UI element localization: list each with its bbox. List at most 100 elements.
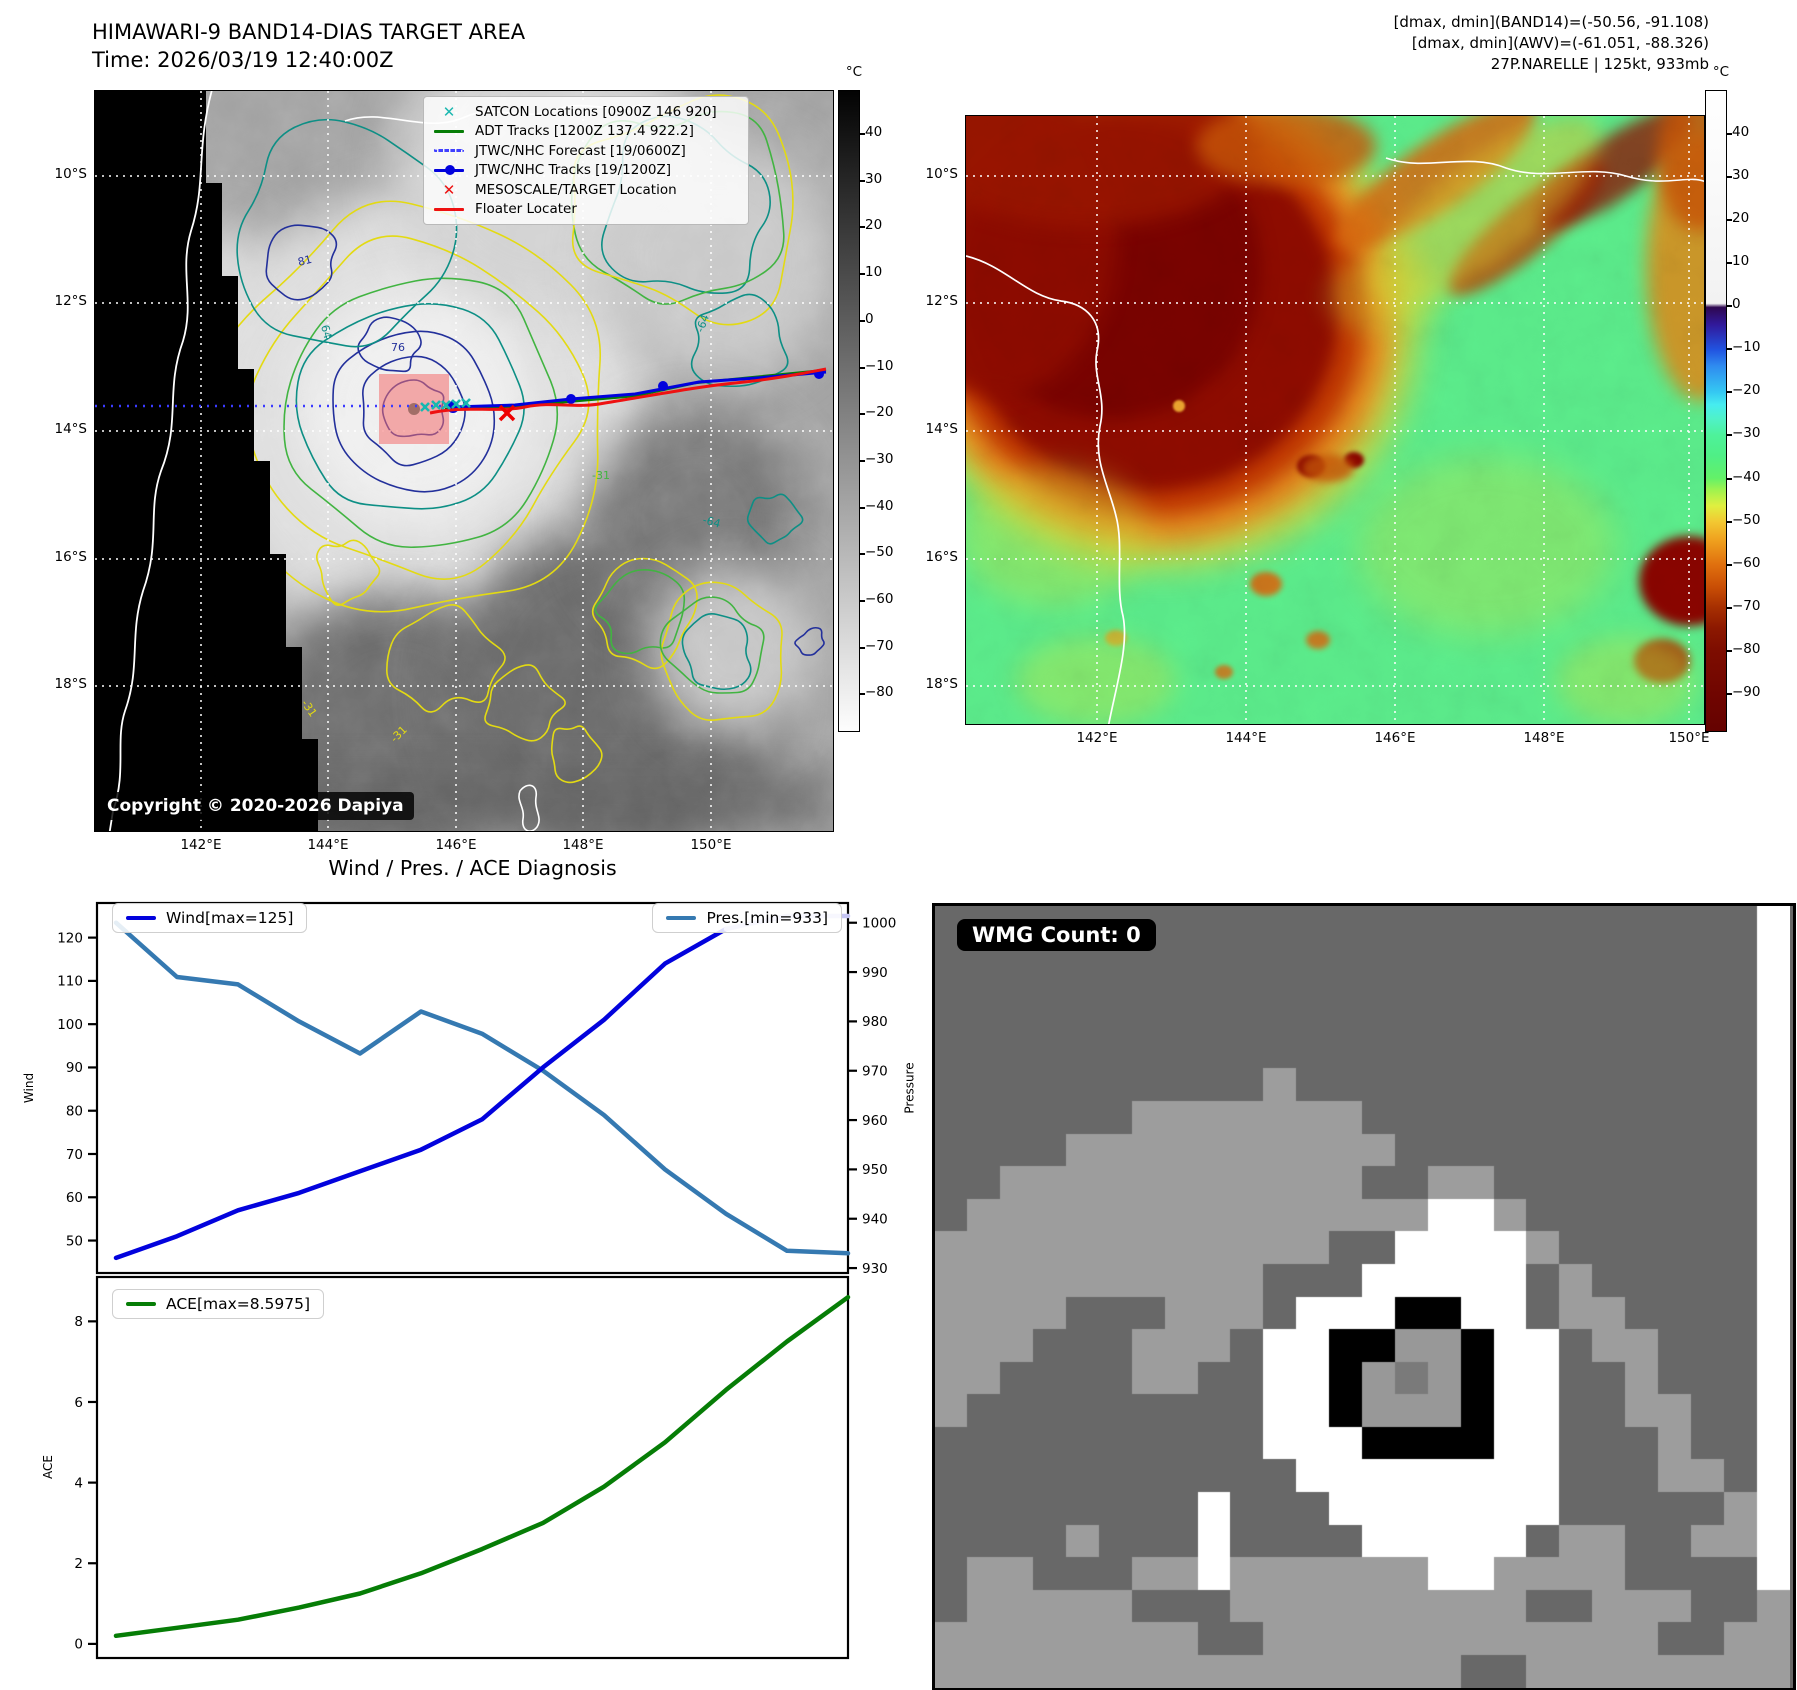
map-y-tick-label: 16°S bbox=[54, 549, 88, 565]
contour-label: 76 bbox=[391, 341, 405, 354]
colorbar-tick bbox=[1726, 477, 1732, 480]
map-y-tick-label: 14°S bbox=[925, 421, 959, 437]
map-x-tick-label: 150°E bbox=[1668, 730, 1710, 746]
legend-item-mesoscale: ✕ MESOSCALE/TARGET Location bbox=[432, 180, 740, 200]
chart-tick-label: 60 bbox=[66, 1190, 83, 1206]
chart-tick-label: 970 bbox=[862, 1064, 888, 1080]
map-y-tick-label: 12°S bbox=[925, 293, 959, 309]
colorbar-tick-label: 30 bbox=[865, 170, 883, 187]
title-line2: Time: 2026/03/19 12:40:00Z bbox=[92, 48, 394, 72]
colorbar-tick bbox=[1726, 391, 1732, 394]
map-y-tick-label: 18°S bbox=[54, 676, 88, 692]
colorbar-tick bbox=[859, 226, 865, 229]
pres-legend-label: Pres.[min=933] bbox=[706, 909, 828, 927]
colorbar-tick-label: −90 bbox=[1732, 683, 1761, 700]
chart-tick-label: 120 bbox=[57, 930, 83, 946]
wmg-count-badge: WMG Count: 0 bbox=[957, 919, 1156, 951]
contour-label: -64 bbox=[694, 313, 712, 334]
map-x-tick-label: 146°E bbox=[435, 837, 477, 853]
ace-legend: ACE[max=8.5975] bbox=[112, 1289, 325, 1319]
map-y-tick-label: 10°S bbox=[925, 166, 959, 182]
map-x-tick-label: 148°E bbox=[562, 837, 604, 853]
map-x-tick-label: 144°E bbox=[1225, 730, 1267, 746]
copyright-badge: Copyright © 2020-2026 Dapiya bbox=[97, 792, 414, 820]
wind-line-icon bbox=[126, 915, 156, 921]
satcon-x-icon: ✕ bbox=[442, 102, 456, 121]
chart-title: Wind / Pres. / ACE Diagnosis bbox=[328, 856, 617, 880]
colorbar-tick-label: 0 bbox=[865, 310, 874, 327]
legend-label: ADT Tracks [1200Z 137.4 922.2] bbox=[475, 123, 694, 140]
map-y-tick-label: 18°S bbox=[925, 676, 959, 692]
colorbar-tick-label: −60 bbox=[865, 591, 894, 607]
colorbar-tick bbox=[1726, 520, 1732, 523]
map-y-tick-label: 10°S bbox=[54, 166, 88, 182]
map-x-tick-label: 144°E bbox=[307, 837, 349, 853]
chart-tick-label: 90 bbox=[66, 1060, 83, 1076]
ace-axis-label: ACE bbox=[40, 1455, 55, 1479]
map-y-tick-label: 16°S bbox=[925, 549, 959, 565]
pressure-axis-label: Pressure bbox=[902, 1062, 917, 1114]
legend-label: Floater Locater bbox=[475, 201, 577, 218]
info-storm: 27P.NARELLE | 125kt, 933mb bbox=[1490, 55, 1709, 73]
chart-tick-label: 940 bbox=[862, 1212, 888, 1228]
forecast-dotted-icon bbox=[432, 149, 466, 153]
map-x-tick-label: 142°E bbox=[1076, 730, 1118, 746]
wmg-grid-image bbox=[935, 906, 1790, 1688]
contour-label: -31 bbox=[592, 469, 610, 482]
colorbar-tick bbox=[859, 273, 865, 276]
colorbar-tick bbox=[859, 600, 865, 602]
legend-item-tracks: JTWC/NHC Tracks [19/1200Z] bbox=[432, 161, 740, 181]
band14-map-panel: 81 76 64 -64 -64 -31 -31 -31 ✕ SATCON Locations… bbox=[55, 85, 834, 853]
colorbar-tick-label: −80 bbox=[1732, 640, 1761, 657]
colorbar-tick-label: 40 bbox=[1732, 124, 1750, 140]
page-title: HIMAWARI-9 BAND14-DIAS TARGET AREA Time:… bbox=[92, 18, 525, 74]
wind-pres-ace-plot: 5060708090100110120930940950960970980990… bbox=[57, 901, 896, 1660]
chart-tick-label: 100 bbox=[57, 1017, 83, 1033]
colorbar-tick-label: −40 bbox=[865, 497, 894, 514]
chart-tick-label: 950 bbox=[862, 1162, 888, 1178]
legend-label: MESOSCALE/TARGET Location bbox=[475, 181, 677, 198]
colorbar-tick bbox=[859, 133, 865, 135]
colorbar-tick-label: −50 bbox=[1732, 511, 1761, 528]
colorbar-tick-label: −50 bbox=[865, 544, 894, 561]
colorbar-tick bbox=[1726, 348, 1732, 351]
colorbar-tick bbox=[1726, 434, 1732, 437]
colorbar-tick bbox=[1726, 219, 1732, 222]
wmg-panel: WMG Count: 0 bbox=[932, 903, 1796, 1690]
colorbar-tick bbox=[859, 646, 865, 649]
colorbar-tick-label: −20 bbox=[1732, 382, 1761, 399]
legend-label: JTWC/NHC Forecast [19/0600Z] bbox=[475, 142, 686, 159]
awv-map-panel: 10°S 12°S 14°S 16°S 18°S 142°E 144°E 146°E 148°E… bbox=[876, 66, 1756, 746]
awv-satellite-image bbox=[876, 66, 1756, 729]
colorbar-tick bbox=[859, 459, 865, 462]
diagnosis-charts-panel: Wind / Pres. / ACE Diagnosis 50 60 70 80 90 1… bbox=[0, 845, 930, 1690]
colorbar-tick-label: 40 bbox=[865, 124, 883, 140]
info-dmax-band14: [dmax, dmin](BAND14)=(-50.56, -91.108) bbox=[1393, 13, 1709, 31]
contour-label: 81 bbox=[296, 253, 313, 269]
chart-tick-label: 80 bbox=[66, 1104, 83, 1120]
chart-tick-label: 6 bbox=[74, 1395, 83, 1411]
map-y-tick-label: 14°S bbox=[54, 421, 88, 437]
chart-tick-label: 0 bbox=[74, 1637, 83, 1653]
colorbar-tick-label: −70 bbox=[1732, 597, 1761, 614]
map-legend: ✕ SATCON Locations [0900Z 146 920] ADT T… bbox=[423, 96, 749, 225]
info-dmax-awv: [dmax, dmin](AWV)=(-61.051, -88.326) bbox=[1411, 34, 1709, 52]
colorbar-tick-label: −60 bbox=[1732, 554, 1761, 571]
colorbar-unit: °C bbox=[845, 64, 863, 80]
colorbar-tick-label: −30 bbox=[1732, 425, 1761, 442]
chart-tick-label: 110 bbox=[57, 974, 83, 990]
colorbar-tick bbox=[859, 693, 865, 696]
map-x-tick-label: 148°E bbox=[1523, 730, 1565, 746]
colorbar-tick bbox=[1726, 649, 1732, 652]
colorbar-tick bbox=[1726, 563, 1732, 566]
legend-item-forecast: JTWC/NHC Forecast [19/0600Z] bbox=[432, 141, 740, 161]
colorbar-tick bbox=[859, 553, 865, 556]
colorbar-tick-label: 30 bbox=[1732, 167, 1750, 184]
colorbar-tick bbox=[859, 506, 865, 509]
map-x-tick-label: 150°E bbox=[690, 837, 732, 853]
chart-tick-label: 1000 bbox=[862, 916, 896, 932]
colorbar-tick-label: −80 bbox=[865, 684, 894, 701]
colorbar-tick-label: 10 bbox=[1732, 253, 1750, 270]
colorbar-tick-label: 20 bbox=[1732, 210, 1750, 227]
